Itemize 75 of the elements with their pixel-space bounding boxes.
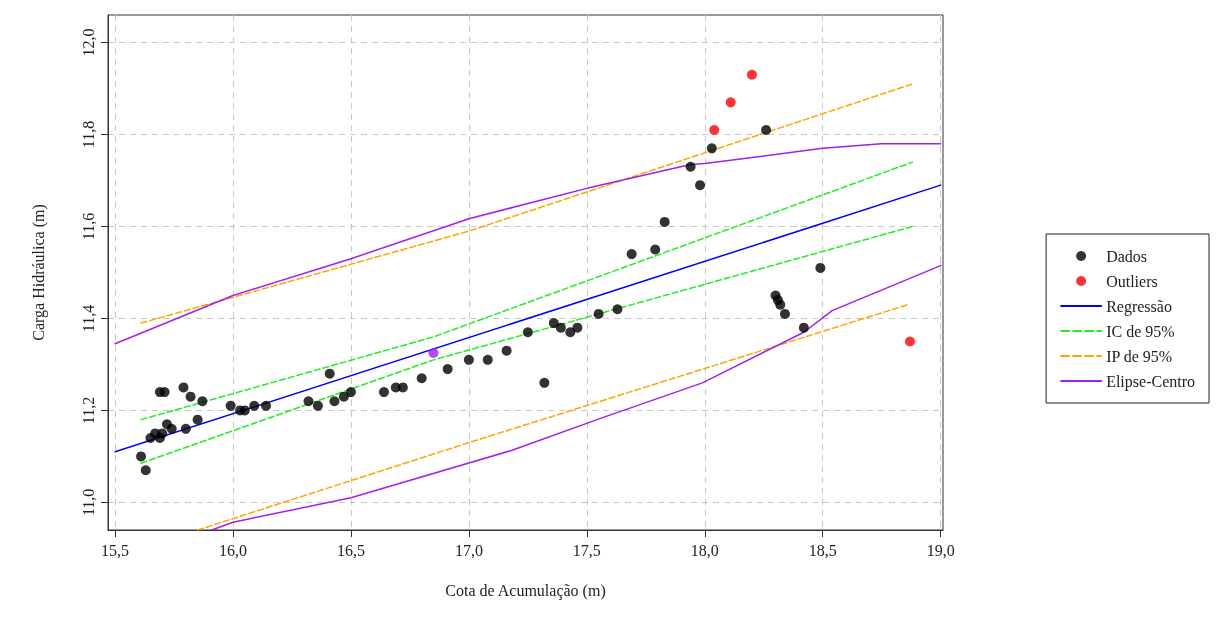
point <box>416 373 427 384</box>
y-tick-label: 11,8 <box>79 120 97 149</box>
x-tick-label: 16,0 <box>219 541 248 559</box>
point <box>501 345 512 356</box>
point <box>798 322 809 333</box>
y-tick-label: 11,6 <box>79 212 97 241</box>
y-tick-label: 12,0 <box>79 28 97 57</box>
point <box>303 396 314 407</box>
point <box>555 322 566 333</box>
point <box>612 304 623 315</box>
point <box>397 382 408 393</box>
y-tick-label: 11,4 <box>79 304 97 333</box>
point <box>695 180 706 191</box>
point <box>775 299 786 310</box>
point <box>463 354 474 365</box>
x-tick-label: 18,5 <box>808 541 837 559</box>
y-tick-label: 11,2 <box>79 396 97 425</box>
point <box>249 400 260 411</box>
point <box>378 387 389 398</box>
point <box>180 423 191 434</box>
point <box>761 124 772 135</box>
point <box>626 249 637 260</box>
point <box>178 382 189 393</box>
point <box>345 387 356 398</box>
legend-label: Outliers <box>1106 272 1158 290</box>
point <box>779 308 790 319</box>
legend-label: IP de 95% <box>1106 347 1173 365</box>
y-axis-title: Carga Hidráulica (m) <box>29 204 48 341</box>
legend-label: IC de 95% <box>1106 322 1175 340</box>
point <box>482 354 493 365</box>
point <box>140 465 151 476</box>
point <box>593 308 604 319</box>
point <box>565 327 576 338</box>
x-tick-label: 19,0 <box>926 541 955 559</box>
point <box>815 262 826 273</box>
x-tick-label: 17,0 <box>454 541 483 559</box>
point <box>338 391 349 402</box>
point <box>746 69 757 80</box>
point <box>650 244 661 255</box>
point <box>166 423 177 434</box>
point <box>239 405 250 416</box>
point <box>225 400 236 411</box>
point <box>157 428 168 439</box>
x-tick-label: 16,5 <box>336 541 365 559</box>
point <box>428 347 439 358</box>
y-tick-label: 11,0 <box>79 488 97 517</box>
point <box>539 377 550 388</box>
point <box>329 396 340 407</box>
point <box>709 124 720 135</box>
point <box>572 322 583 333</box>
x-tick-label: 17,5 <box>572 541 601 559</box>
line-series <box>211 264 942 531</box>
line-series <box>114 143 942 345</box>
point <box>197 396 208 407</box>
point <box>685 161 696 172</box>
point <box>136 451 147 462</box>
point <box>154 387 165 398</box>
point <box>904 336 915 347</box>
legend-label: Elipse-Centro <box>1106 372 1196 391</box>
point <box>442 364 453 375</box>
point <box>261 400 272 411</box>
point <box>725 97 736 108</box>
x-tick-label: 15,5 <box>101 541 130 559</box>
legend-label: Dados <box>1106 247 1148 265</box>
point <box>312 400 323 411</box>
x-axis-title: Cota de Acumulação (m) <box>445 581 606 600</box>
point <box>548 318 559 329</box>
point <box>192 414 203 425</box>
point <box>522 327 533 338</box>
point <box>706 143 717 154</box>
point <box>324 368 335 379</box>
legend-label: Regressão <box>1106 297 1172 316</box>
point <box>185 391 196 402</box>
point <box>659 216 670 227</box>
x-tick-label: 18,0 <box>690 541 719 559</box>
